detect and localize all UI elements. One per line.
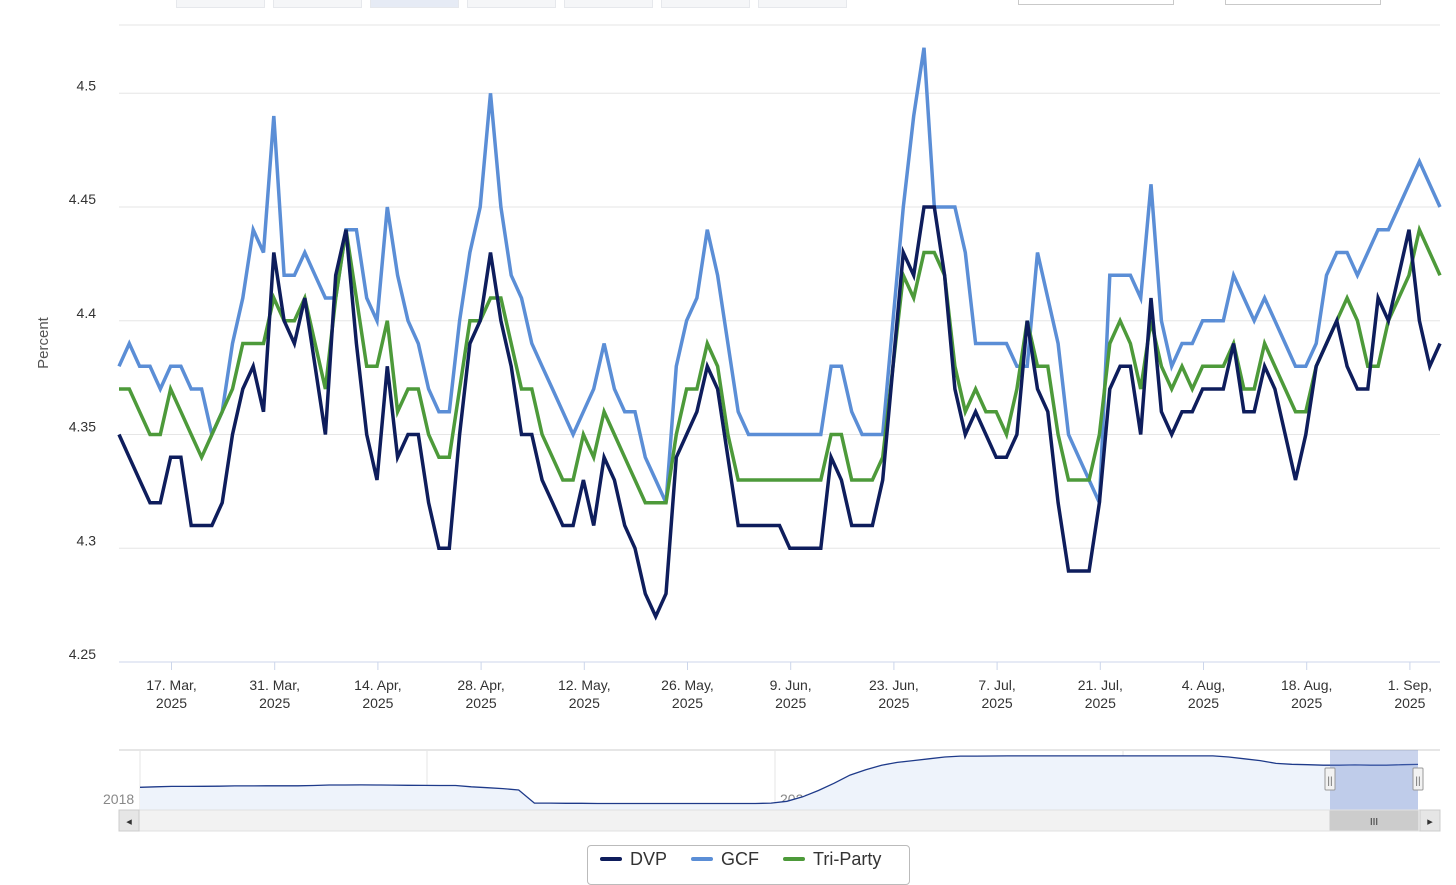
x-tick-year: 2025 xyxy=(982,695,1013,711)
range-button-2[interactable] xyxy=(273,0,362,8)
series-line-dvp xyxy=(117,205,1442,621)
x-tick-label: 23. Jun, xyxy=(869,677,919,693)
x-tick-label: 1. Sep, xyxy=(1388,677,1432,693)
scrollbar-track[interactable] xyxy=(118,809,1441,832)
x-tick-year: 2025 xyxy=(1188,695,1219,711)
x-axis-ticks: 17. Mar, 2025 31. Mar, 2025 14. Apr, 2025 28. … xyxy=(146,662,1432,711)
y-axis-ticks: 4.25 4.3 4.35 4.4 4.45 4.5 xyxy=(69,77,96,662)
navigator-left-handle[interactable]: || xyxy=(1324,767,1336,791)
y-tick-label: 4.45 xyxy=(69,191,96,207)
range-button-7[interactable] xyxy=(758,0,847,8)
range-button-4[interactable] xyxy=(467,0,556,8)
x-tick-year: 2025 xyxy=(775,695,806,711)
x-tick-label: 17. Mar, xyxy=(146,677,197,693)
series-line-tri-party xyxy=(119,224,1442,505)
x-tick-year: 2025 xyxy=(1394,695,1425,711)
x-tick-label: 4. Aug, xyxy=(1182,677,1226,693)
x-tick-label: 12. May, xyxy=(558,677,611,693)
y-tick-label: 4.25 xyxy=(69,646,96,662)
legend-label-tri-party: Tri-Party xyxy=(813,848,882,869)
x-tick-year: 2025 xyxy=(569,695,600,711)
x-tick-label: 26. May, xyxy=(661,677,714,693)
legend-swatch-dvp xyxy=(600,857,622,861)
y-tick-label: 4.4 xyxy=(77,305,97,321)
navigator-area xyxy=(140,755,1418,810)
range-button-5[interactable] xyxy=(564,0,653,8)
x-tick-label: 28. Apr, xyxy=(457,677,504,693)
y-axis-title: Percent xyxy=(35,316,52,369)
navigator[interactable]: 2018202020222024||||◂III▸ xyxy=(103,749,1441,832)
scrollbar-right-button[interactable] xyxy=(1419,809,1441,832)
navigator-year-label: 2018 xyxy=(103,791,134,807)
navigator-line xyxy=(139,755,1419,805)
legend: DVP GCF Tri-Party xyxy=(587,845,910,885)
legend-label-dvp: DVP xyxy=(630,848,668,869)
range-button-1[interactable] xyxy=(176,0,265,8)
y-tick-label: 4.3 xyxy=(77,532,97,548)
handle-grip-icon: || xyxy=(1415,776,1420,787)
y-tick-label: 4.5 xyxy=(77,77,97,93)
x-tick-label: 14. Apr, xyxy=(354,677,401,693)
scroll-grip-icon: III xyxy=(1370,817,1378,828)
x-tick-label: 18. Aug, xyxy=(1281,677,1332,693)
scrollbar-left-button[interactable] xyxy=(118,809,140,832)
x-tick-year: 2025 xyxy=(466,695,497,711)
y-tick-label: 4.35 xyxy=(69,419,96,435)
legend-swatch-tri-party xyxy=(783,857,806,861)
navigator-right-handle[interactable]: || xyxy=(1412,767,1424,791)
legend-swatch-gcf xyxy=(691,857,714,861)
grid-lines xyxy=(119,24,1440,663)
legend-item-dvp[interactable]: DVP xyxy=(600,849,667,870)
x-tick-year: 2025 xyxy=(878,695,909,711)
scroll-left-arrow-icon: ◂ xyxy=(126,815,132,828)
legend-item-tri-party[interactable]: Tri-Party xyxy=(783,849,881,870)
x-tick-label: 7. Jul, xyxy=(978,677,1015,693)
handle-grip-icon: || xyxy=(1327,776,1332,787)
x-tick-year: 2025 xyxy=(362,695,393,711)
x-tick-label: 21. Jul, xyxy=(1078,677,1123,693)
series-lines xyxy=(117,47,1442,621)
x-tick-year: 2025 xyxy=(1291,695,1322,711)
x-tick-label: 31. Mar, xyxy=(249,677,300,693)
scrollbar-thumb[interactable] xyxy=(1329,810,1419,831)
handle-body[interactable] xyxy=(1324,767,1336,791)
x-tick-year: 2025 xyxy=(672,695,703,711)
from-date-input[interactable] xyxy=(1018,0,1174,5)
x-tick-year: 2025 xyxy=(1085,695,1116,711)
navigator-selected-range[interactable] xyxy=(1330,750,1418,810)
legend-label-gcf: GCF xyxy=(721,848,760,869)
range-selector-buttons xyxy=(176,0,847,8)
x-tick-label: 9. Jun, xyxy=(770,677,812,693)
scroll-right-arrow-icon: ▸ xyxy=(1427,815,1433,828)
to-date-input[interactable] xyxy=(1225,0,1381,5)
range-button-3-selected[interactable] xyxy=(370,0,459,8)
handle-body[interactable] xyxy=(1412,767,1424,791)
legend-item-gcf[interactable]: GCF xyxy=(691,849,759,870)
x-tick-year: 2025 xyxy=(156,695,187,711)
x-tick-year: 2025 xyxy=(259,695,290,711)
range-button-6[interactable] xyxy=(661,0,750,8)
